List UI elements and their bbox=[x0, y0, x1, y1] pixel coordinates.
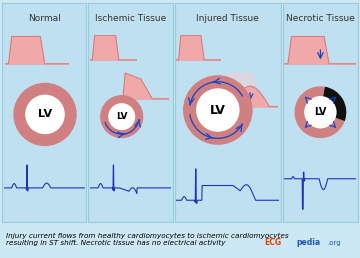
Text: LV: LV bbox=[116, 112, 127, 121]
Wedge shape bbox=[294, 86, 345, 138]
Wedge shape bbox=[320, 87, 346, 121]
Polygon shape bbox=[90, 36, 136, 60]
Text: Injured Tissue: Injured Tissue bbox=[196, 14, 259, 23]
Circle shape bbox=[183, 75, 253, 145]
Circle shape bbox=[25, 95, 65, 134]
Text: Normal: Normal bbox=[28, 14, 60, 23]
Polygon shape bbox=[176, 36, 221, 60]
Text: LV: LV bbox=[210, 103, 226, 117]
Text: LV: LV bbox=[38, 109, 52, 119]
Text: LV: LV bbox=[314, 107, 327, 117]
Polygon shape bbox=[120, 73, 170, 99]
Circle shape bbox=[304, 96, 337, 128]
Circle shape bbox=[13, 83, 77, 146]
Circle shape bbox=[196, 88, 239, 132]
Text: Necrotic Tissue: Necrotic Tissue bbox=[286, 14, 355, 23]
Circle shape bbox=[108, 103, 135, 130]
Polygon shape bbox=[222, 73, 278, 107]
Text: .org: .org bbox=[327, 240, 341, 246]
Polygon shape bbox=[284, 36, 356, 64]
Text: pedia: pedia bbox=[296, 238, 320, 247]
Circle shape bbox=[100, 95, 143, 138]
Text: Ischemic Tissue: Ischemic Tissue bbox=[95, 14, 166, 23]
Polygon shape bbox=[5, 36, 69, 64]
Text: ECG: ECG bbox=[264, 238, 281, 247]
Polygon shape bbox=[222, 86, 278, 107]
Text: Injury current flows from healthy cardiomyocytes to ischemic cardiomyocytes
resu: Injury current flows from healthy cardio… bbox=[6, 233, 289, 246]
